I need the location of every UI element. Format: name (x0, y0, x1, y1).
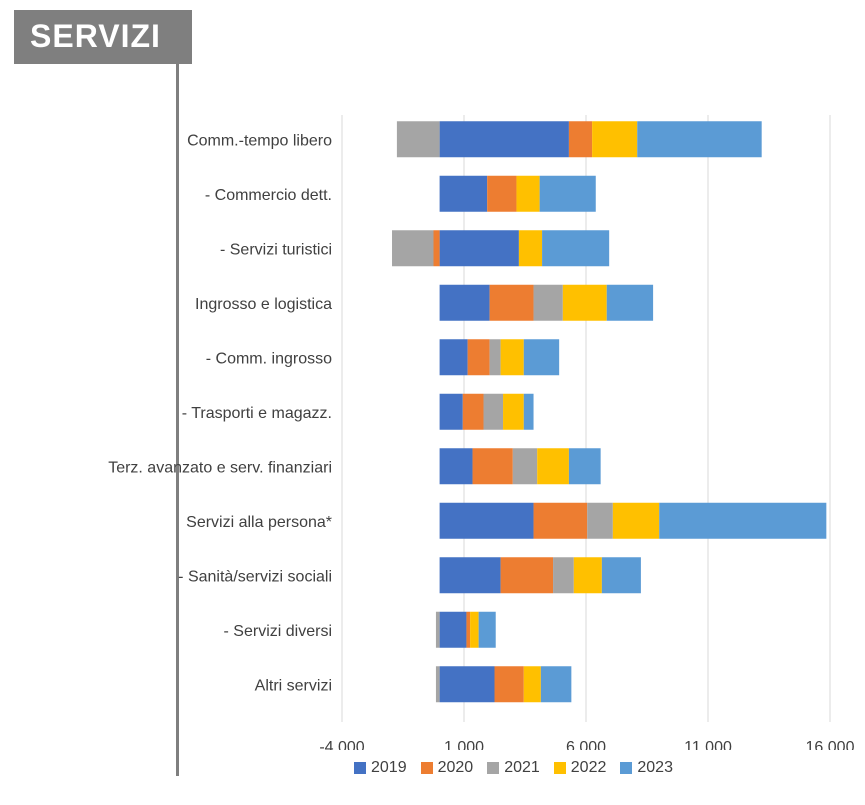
bar-segment-2019 (439, 393, 463, 430)
legend-swatch (354, 762, 366, 774)
legend-swatch (420, 762, 433, 774)
legend-swatch (487, 762, 500, 774)
page-title: SERVIZI (30, 18, 161, 54)
x-tick-label: -4.000 (319, 739, 364, 750)
bar-segment-2022 (516, 175, 540, 212)
bar-segment-2023 (601, 557, 641, 594)
category-label: - Commercio dett. (205, 187, 332, 204)
bar-segment-2021 (489, 339, 501, 376)
legend-label: 2022 (570, 759, 607, 776)
x-tick-label: 16.000 (806, 739, 855, 750)
x-tick-label: 1.000 (444, 739, 484, 750)
bar-segment-2021 (553, 557, 574, 594)
category-label: - Servizi diversi (224, 623, 332, 640)
category-label: Altri servizi (255, 677, 332, 694)
bar-segment-2023 (523, 393, 534, 430)
bar-segment-2019 (439, 339, 468, 376)
bar-segment-2022 (523, 666, 541, 703)
bar-segment-2022 (503, 393, 524, 430)
bar-segment-2021 (533, 284, 563, 321)
bar-segment-2023 (478, 611, 496, 648)
legend-item-2021: 2021 (487, 759, 540, 777)
bar-segment-2022 (592, 121, 638, 158)
header-badge: SERVIZI (14, 10, 192, 64)
bar-segment-2022 (518, 230, 543, 267)
left-rule-divider (176, 64, 179, 776)
bars (392, 121, 827, 703)
bar-segment-2021 (435, 666, 440, 703)
bar-segment-2020 (500, 557, 554, 594)
category-label: - Trasporti e magazz. (182, 405, 332, 422)
bar-segment-2019 (439, 284, 490, 321)
bar-segment-2021 (435, 611, 440, 648)
legend-label: 2021 (504, 759, 540, 776)
bar-segment-2021 (512, 448, 538, 485)
bar-segment-2022 (562, 284, 607, 321)
legend-label: 2020 (437, 759, 474, 776)
legend-label: 2023 (637, 759, 673, 776)
legend-item-2020: 2020 (420, 759, 474, 777)
bar-segment-2020 (489, 284, 534, 321)
bar-segment-2021 (587, 502, 613, 539)
legend: 2019 2020 2021 2022 2023 (354, 756, 687, 780)
category-label: - Servizi turistici (220, 241, 332, 258)
bar-segment-2022 (537, 448, 569, 485)
x-tick-label: 6.000 (566, 739, 606, 750)
legend-swatch (620, 762, 633, 774)
stacked-bar-chart: Comm.-tempo libero - Commercio dett. - Ser… (108, 115, 855, 750)
bar-segment-2021 (483, 393, 504, 430)
bar-segment-2020 (462, 393, 484, 430)
bar-segment-2022 (612, 502, 660, 539)
bar-segment-2020 (568, 121, 593, 158)
legend-swatch (553, 762, 566, 774)
legend-item-2023: 2023 (620, 759, 673, 777)
category-label: - Comm. ingrosso (206, 350, 332, 367)
legend-item-2022: 2022 (553, 759, 607, 777)
bar-segment-2020 (467, 339, 490, 376)
bar-segment-2023 (568, 448, 601, 485)
bar-segment-2023 (542, 230, 610, 267)
bar-segment-2020 (466, 611, 471, 648)
bar-segment-2020 (433, 230, 440, 267)
category-label: Ingrosso e logistica (195, 296, 332, 313)
bar-segment-2019 (439, 121, 569, 158)
x-axis-tick-labels: -4.000 1.000 6.000 11.000 16.000 (319, 739, 854, 750)
category-label: - Sanità/servizi sociali (178, 568, 332, 585)
category-label: Servizi alla persona* (186, 514, 332, 531)
bar-segment-2020 (472, 448, 513, 485)
bar-segment-2019 (439, 448, 473, 485)
bar-segment-2022 (500, 339, 524, 376)
category-labels: Comm.-tempo libero - Commercio dett. - Ser… (108, 132, 332, 694)
bar-segment-2022 (470, 611, 479, 648)
bar-segment-2019 (439, 557, 501, 594)
bar-segment-2023 (659, 502, 827, 539)
bar-segment-2021 (392, 230, 434, 267)
bar-segment-2019 (439, 666, 495, 703)
bar-segment-2019 (439, 175, 488, 212)
legend-item-2019: 2019 (354, 759, 407, 777)
legend-label: 2019 (371, 759, 407, 776)
bar-segment-2020 (533, 502, 588, 539)
bar-segment-2019 (439, 230, 519, 267)
bar-segment-2023 (540, 666, 572, 703)
bar-segment-2022 (573, 557, 602, 594)
category-label: Comm.-tempo libero (187, 132, 332, 149)
bar-segment-2023 (637, 121, 762, 158)
bar-segment-2021 (396, 121, 440, 158)
bar-segment-2019 (439, 611, 467, 648)
bar-segment-2023 (539, 175, 596, 212)
bar-segment-2020 (494, 666, 524, 703)
bar-segment-2023 (523, 339, 560, 376)
bar-segment-2020 (487, 175, 517, 212)
bar-segment-2023 (606, 284, 654, 321)
bar-segment-2019 (439, 502, 534, 539)
x-tick-label: 11.000 (684, 739, 732, 750)
category-label: Terz. avanzato e serv. finanziari (108, 459, 332, 476)
